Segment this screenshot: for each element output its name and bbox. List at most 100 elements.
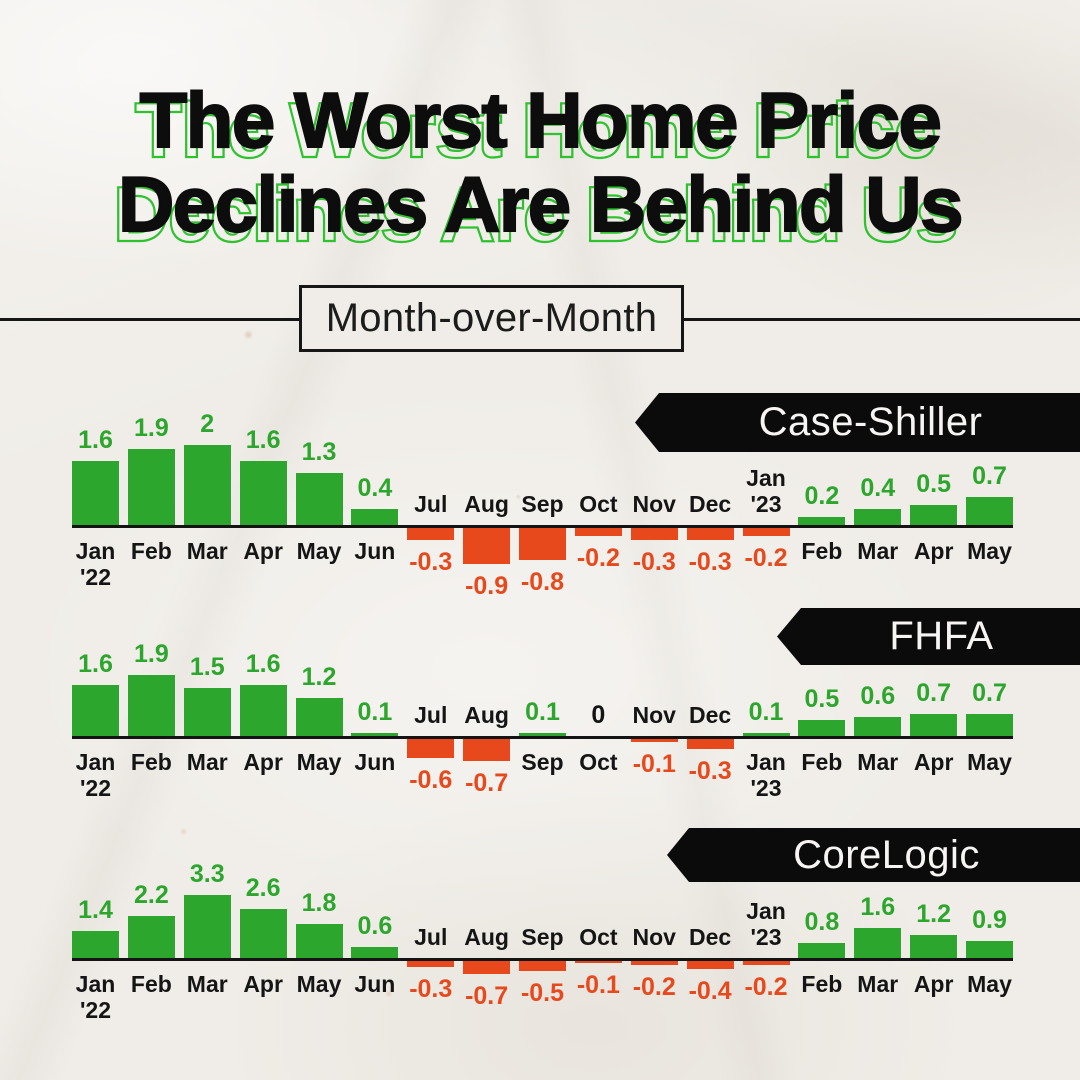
bar-value-label: -0.9 <box>465 572 509 600</box>
title-line-2: Declines Are Behind Us <box>117 160 965 248</box>
section-label: Month-over-Month <box>325 296 658 340</box>
bar <box>183 445 231 525</box>
bar-value-label: 2.6 <box>245 874 281 902</box>
bar-value-label: -0.6 <box>409 766 453 794</box>
bar <box>798 517 846 525</box>
bar-slot: 0.1 Jun <box>351 601 399 811</box>
bar <box>854 717 902 736</box>
month-label: Dec <box>689 702 732 728</box>
bar-slot: -0.2 Nov <box>630 823 678 1033</box>
section-label-box: Month-over-Month <box>299 285 684 352</box>
bar <box>519 528 566 560</box>
month-label: Feb <box>801 749 843 775</box>
bar <box>574 961 622 963</box>
bar-slot: 2 Mar <box>183 390 231 600</box>
month-label: Apr <box>913 538 954 564</box>
bar-slot: -0.1 Nov <box>630 601 678 811</box>
bar-slot: 0.4 Jun <box>351 390 399 600</box>
bar-slot: -0.9 Aug <box>463 390 511 600</box>
month-label: Nov <box>632 491 676 517</box>
bar-value-label: -0.1 <box>576 971 620 999</box>
bar <box>742 733 790 736</box>
bar <box>574 528 622 536</box>
bar-value-label: 2.2 <box>133 881 169 909</box>
bar-value-label: 1.5 <box>189 653 225 681</box>
bar <box>966 714 1013 736</box>
bar-value-label: 1.2 <box>301 663 337 691</box>
bar-value-label: -0.3 <box>409 975 453 1003</box>
bar <box>798 720 846 736</box>
banner-case-shiller-label: Case-Shiller <box>758 400 983 444</box>
bar-slot: 0.7 May <box>966 601 1013 811</box>
banner-fhfa: FHFA <box>777 608 1080 665</box>
month-label: Dec <box>689 924 732 950</box>
bar-value-label: -0.7 <box>465 982 509 1010</box>
month-label: Mar <box>857 538 899 564</box>
bar-slot: 0.1 Sep <box>519 601 566 811</box>
bar-slot: 0.9 May <box>966 823 1013 1033</box>
bar <box>519 733 566 736</box>
month-label: Feb <box>130 971 172 997</box>
bar-slot: 0.5 Apr <box>910 390 958 600</box>
month-label: Oct <box>579 924 618 950</box>
month-label: Feb <box>130 749 172 775</box>
bar-slot: -0.5 Sep <box>519 823 566 1033</box>
bar-slot: 0.4 Mar <box>854 390 902 600</box>
bar-slot: 1.9 Feb <box>127 601 175 811</box>
bar-value-label: -0.2 <box>632 973 676 1001</box>
bar-slot: 1.6 Jan '22 <box>72 390 119 600</box>
bar-slot: -0.4 Dec <box>686 823 734 1033</box>
bar-slot: -0.8 Sep <box>519 390 566 600</box>
bar-slot: 1.6 Jan '22 <box>72 601 119 811</box>
bar-slot: 0.2 Feb <box>798 390 846 600</box>
bar-slot: 1.6 Mar <box>854 823 902 1033</box>
bar <box>127 675 175 736</box>
bar-slot: -0.2 Oct <box>574 390 622 600</box>
bar-slots: 1.4 Jan '22 2.2 Feb 3.3 Mar 2.6 Apr 1.8 May 0.6 Jun -… <box>72 823 1013 1033</box>
month-label: Apr <box>243 538 283 564</box>
bar-value-label: 1.6 <box>860 893 896 921</box>
month-label: Dec <box>689 491 732 517</box>
bar-slot: -0.3 Dec <box>686 601 734 811</box>
bar-value-label: 1.9 <box>133 640 169 668</box>
bar <box>127 916 175 958</box>
bar-slot: 2.6 Apr <box>239 823 287 1033</box>
title-line-2-outline: Declines Are Behind Us <box>112 170 960 258</box>
bar-slot: 1.2 May <box>295 601 343 811</box>
month-label: Apr <box>243 749 283 775</box>
month-label: Mar <box>186 971 228 997</box>
bar-slot: -0.2 Jan '23 <box>742 390 790 600</box>
bar-value-label: 0.1 <box>525 698 560 726</box>
month-label: Sep <box>521 491 564 517</box>
month-label: Feb <box>801 971 843 997</box>
bar-value-label: 0.4 <box>860 474 896 502</box>
bar-value-label: 0.5 <box>916 470 952 498</box>
bar <box>295 473 343 525</box>
bar-slot: -0.3 Jul <box>407 823 455 1033</box>
bar-value-label: 0.1 <box>357 698 393 726</box>
month-label: May <box>967 538 1012 564</box>
month-label: May <box>296 971 342 997</box>
bar-value-label: 1.3 <box>301 438 337 466</box>
bar-slot: 1.4 Jan '22 <box>72 823 119 1033</box>
bar <box>239 685 287 736</box>
bar-value-label: 0.1 <box>748 698 784 726</box>
bar-value-label: -0.8 <box>520 568 565 596</box>
bar <box>183 688 231 736</box>
bar <box>407 961 455 967</box>
month-label: Apr <box>913 971 954 997</box>
bar-value-label: 1.2 <box>916 900 952 928</box>
bar <box>854 928 902 958</box>
bar <box>798 943 846 958</box>
bar-slot: 1.2 Apr <box>910 823 958 1033</box>
bar-value-label: -0.5 <box>520 979 565 1007</box>
bar-value-label: 0.9 <box>972 906 1007 934</box>
month-label: Feb <box>130 538 172 564</box>
month-label: May <box>967 749 1012 775</box>
month-label: Mar <box>857 749 899 775</box>
bar <box>742 961 790 965</box>
month-label: Nov <box>632 702 676 728</box>
month-label: Oct <box>579 749 618 775</box>
bar <box>72 461 119 525</box>
bar-slot: -0.7 Aug <box>463 823 511 1033</box>
